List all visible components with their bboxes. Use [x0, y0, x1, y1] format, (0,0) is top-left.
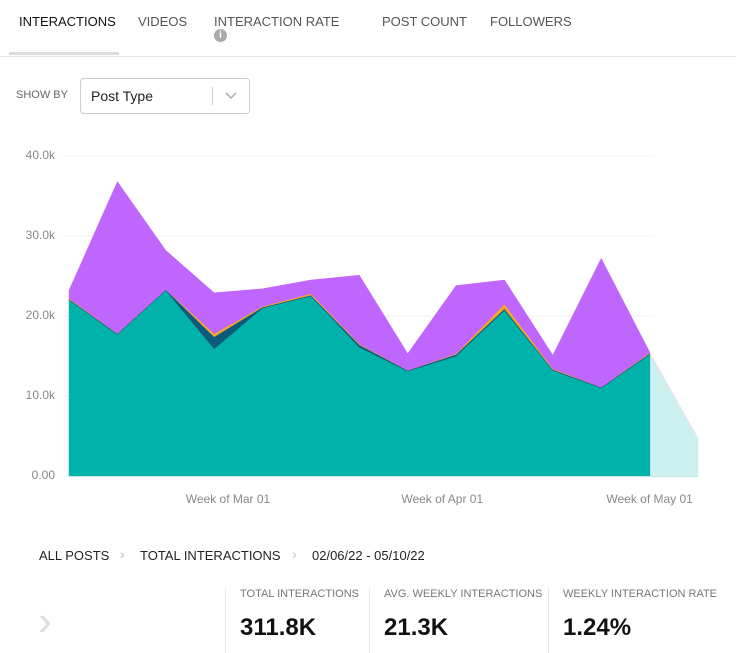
- stat: WEEKLY INTERACTION RATE 1.24%: [548, 588, 717, 653]
- y-tick-label: 40.0k: [26, 148, 56, 162]
- y-tick-label: 20.0k: [26, 308, 56, 322]
- y-tick-label: 30.0k: [26, 228, 56, 242]
- partial-period-overlay: [650, 126, 701, 476]
- stat-value: 21.3K: [384, 614, 449, 641]
- dropdown-value: Post Type: [91, 88, 154, 104]
- y-tick-label: 0.00: [32, 468, 56, 482]
- tab[interactable]: VIDEOS: [138, 14, 188, 29]
- carousel-arrow[interactable]: ›: [38, 597, 52, 644]
- breadcrumb-arrow: ›: [120, 546, 125, 562]
- stat: AVG. WEEKLY INTERACTIONS 21.3K: [369, 588, 542, 653]
- stat-value: 311.8K: [240, 614, 317, 641]
- y-tick-label: 10.0k: [26, 388, 56, 402]
- tab[interactable]: INTERACTION RATE: [214, 14, 340, 29]
- stat-label: TOTAL INTERACTIONS: [240, 588, 359, 600]
- stat-value: 1.24%: [563, 614, 632, 641]
- x-tick-label: Week of Mar 01: [186, 492, 271, 506]
- x-tick-label: Week of May 01: [606, 492, 693, 506]
- tab[interactable]: FOLLOWERS: [490, 14, 572, 29]
- x-tick-label: Week of Apr 01: [401, 492, 483, 506]
- dropdown[interactable]: Post Type: [80, 78, 250, 114]
- breadcrumb: 02/06/22 - 05/10/22: [312, 548, 425, 563]
- info-icon[interactable]: i: [214, 29, 227, 42]
- breadcrumb[interactable]: TOTAL INTERACTIONS: [140, 548, 281, 563]
- dropdown-arrow: [225, 92, 237, 100]
- tab[interactable]: INTERACTIONS: [19, 14, 116, 29]
- stat-label: AVG. WEEKLY INTERACTIONS: [384, 588, 543, 600]
- chart: 0.00 10.0k 20.0k 30.0k 40.0k Week of Mar 01 We…: [25, 126, 701, 507]
- active-underline: [9, 52, 119, 55]
- tab[interactable]: POST COUNT: [382, 14, 467, 29]
- show-by-label: SHOW BY: [16, 89, 68, 101]
- breadcrumb-arrow: ›: [292, 546, 297, 562]
- stat-label: WEEKLY INTERACTION RATE: [563, 588, 718, 600]
- separator: [212, 87, 213, 105]
- stat: TOTAL INTERACTIONS 311.8K: [225, 588, 359, 653]
- tab-bar: INTERACTIONS VIDEOS INTERACTION RATE POS…: [0, 0, 736, 57]
- breadcrumb[interactable]: ALL POSTS: [39, 548, 110, 563]
